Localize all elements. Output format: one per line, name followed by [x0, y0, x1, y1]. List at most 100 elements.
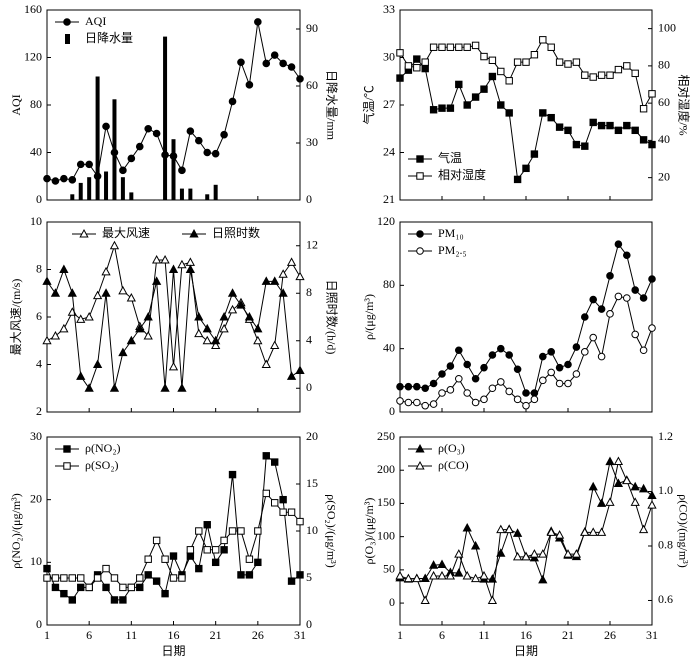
y-tick-label: 27 [383, 97, 395, 111]
marker [639, 346, 648, 355]
marker [505, 387, 514, 396]
marker [236, 300, 246, 309]
marker [555, 123, 564, 131]
marker [631, 126, 639, 135]
marker [135, 142, 144, 151]
legend-label: 日降水量 [85, 31, 133, 45]
marker [160, 254, 170, 264]
marker [614, 240, 623, 248]
marker [555, 58, 564, 66]
y2-tick-label: 15 [306, 476, 318, 490]
x-tick-label: 1 [44, 628, 50, 642]
marker [446, 386, 455, 394]
marker [513, 58, 522, 66]
marker [278, 269, 288, 278]
marker [228, 97, 237, 106]
y2-tick-label: 90 [306, 21, 318, 35]
legend-label: 气温 [438, 150, 462, 165]
marker [437, 559, 447, 569]
marker [404, 398, 413, 407]
y2-tick-label: 12 [306, 238, 318, 252]
marker [463, 43, 471, 51]
marker [151, 254, 162, 264]
marker [152, 129, 161, 138]
marker [605, 497, 615, 506]
marker [480, 85, 488, 93]
marker [92, 359, 103, 368]
y2-tick-label: 0.8 [658, 538, 673, 552]
marker [513, 365, 522, 374]
legend-label: ρ(SO₂) [85, 458, 119, 472]
marker [480, 363, 488, 372]
marker [613, 456, 624, 466]
marker [262, 452, 270, 460]
marker [437, 570, 447, 580]
y-tick-label: 100 [377, 528, 395, 542]
marker [413, 55, 421, 63]
legend-marker [415, 460, 425, 470]
marker [564, 360, 572, 369]
marker [136, 583, 144, 592]
marker [126, 335, 136, 345]
marker [538, 574, 548, 584]
marker [101, 288, 111, 297]
x-tick-label: 21 [210, 628, 222, 642]
marker [185, 264, 196, 273]
marker [93, 574, 102, 582]
marker [572, 370, 581, 378]
bar [87, 177, 92, 200]
y2-tick-label: 0 [306, 192, 312, 206]
y-tick-label: 20 [30, 491, 42, 505]
marker [76, 160, 85, 169]
marker [203, 521, 211, 529]
marker [471, 93, 480, 101]
marker [513, 175, 522, 184]
y-tick-label: 0 [389, 595, 395, 609]
marker [50, 288, 61, 297]
legend-marker [416, 247, 424, 255]
marker [530, 150, 539, 158]
marker [253, 323, 263, 333]
marker [420, 573, 430, 582]
marker [245, 571, 254, 579]
marker [539, 36, 547, 44]
marker [287, 63, 296, 71]
marker [202, 323, 212, 333]
marker [446, 43, 455, 51]
marker [413, 382, 421, 391]
marker [60, 574, 68, 582]
marker [581, 71, 589, 79]
marker [119, 166, 127, 175]
marker [488, 72, 497, 81]
marker [638, 483, 649, 493]
marker [580, 527, 590, 536]
y2-axis-label: 日照时数/(h/d) [324, 280, 339, 355]
series-line [400, 243, 653, 394]
marker [262, 59, 271, 68]
marker [413, 398, 421, 407]
marker [455, 374, 463, 383]
marker [589, 295, 598, 304]
legend-label: PM₁₀ [438, 226, 464, 240]
marker [245, 555, 254, 563]
marker [605, 456, 615, 466]
marker [296, 517, 304, 526]
marker [597, 305, 606, 313]
marker [169, 574, 178, 582]
marker [522, 401, 530, 410]
marker [211, 149, 220, 158]
y-tick-label: 0 [389, 404, 395, 418]
x-axis-label: 日期 [514, 644, 538, 658]
y-axis-label: AQI [9, 94, 23, 115]
legend-label: 最大风速 [102, 226, 150, 240]
marker [455, 43, 463, 51]
marker [547, 368, 556, 377]
marker [648, 90, 656, 98]
marker [43, 174, 51, 183]
marker [505, 77, 513, 85]
marker [463, 389, 472, 397]
y-axis-label: ρ(NO₂)/(μg/m³) [9, 493, 23, 569]
marker [110, 574, 119, 582]
marker [143, 311, 153, 321]
y-tick-label: 6 [36, 309, 42, 323]
